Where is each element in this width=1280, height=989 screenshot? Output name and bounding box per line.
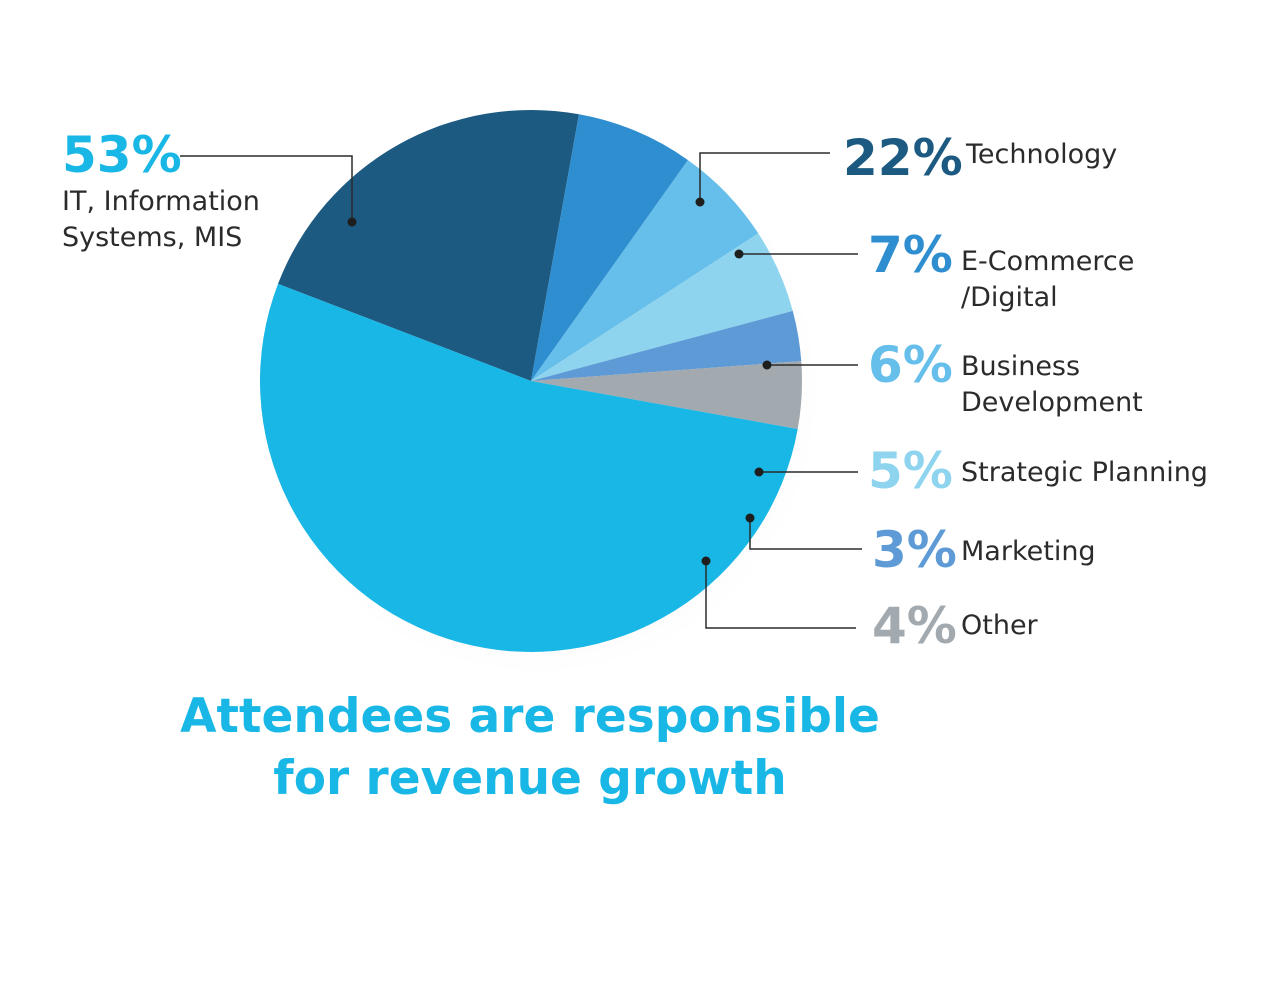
chart-title-line-2: for revenue growth <box>273 751 787 806</box>
slice-percent-4: 3% <box>872 521 957 579</box>
slice-labels: 22% Technology 7% E-Commerce/Digital 6% Busin… <box>62 126 1208 655</box>
slice-label-4-line-0: Marketing <box>961 536 1096 567</box>
slice-label-1-line-0: E-Commerce <box>961 246 1134 277</box>
leader-dot-5 <box>701 556 711 566</box>
leader-dot-2 <box>762 360 772 370</box>
leader-line-6 <box>180 155 353 222</box>
slice-percent-5: 4% <box>872 597 957 655</box>
leader-line-5 <box>705 561 856 629</box>
pie-slice-2 <box>531 160 759 381</box>
pie-slice-6 <box>260 283 798 652</box>
pie-slice-3 <box>531 233 793 381</box>
leader-dot-6 <box>347 217 357 227</box>
pie-slice-5 <box>531 361 802 429</box>
leader-dot-4 <box>745 513 755 523</box>
slice-label-0-line-0: Technology <box>965 139 1117 170</box>
pie-slice-1 <box>531 114 688 381</box>
pie-slice-0 <box>278 109 579 382</box>
leader-line-4 <box>749 518 862 550</box>
leader-dot-0 <box>695 197 705 207</box>
leader-dot-3 <box>754 467 764 477</box>
slice-percent-0: 22% <box>843 129 963 187</box>
leader-dot-1 <box>734 249 744 259</box>
slice-label-3-line-0: Strategic Planning <box>961 457 1208 488</box>
leader-line-0 <box>699 152 830 202</box>
chart-title: Attendees are responsible for revenue gr… <box>130 686 930 810</box>
leader-lines <box>180 152 862 629</box>
slice-label-2-line-1: Development <box>961 387 1143 418</box>
slice-percent-6: 53% <box>62 126 182 184</box>
slice-percent-2: 6% <box>868 336 953 394</box>
slice-label-6-line-0: IT, Information <box>62 186 260 217</box>
slice-label-1-line-1: /Digital <box>961 282 1058 313</box>
slice-label-6-line-1: Systems, MIS <box>62 222 242 253</box>
slice-percent-1: 7% <box>868 226 953 284</box>
pie-slices <box>260 109 802 652</box>
pie-slice-4 <box>531 310 802 381</box>
slice-percent-3: 5% <box>868 442 953 500</box>
slice-label-2-line-0: Business <box>961 351 1080 382</box>
chart-title-line-1: Attendees are responsible <box>180 689 880 744</box>
slice-label-5-line-0: Other <box>961 610 1039 641</box>
